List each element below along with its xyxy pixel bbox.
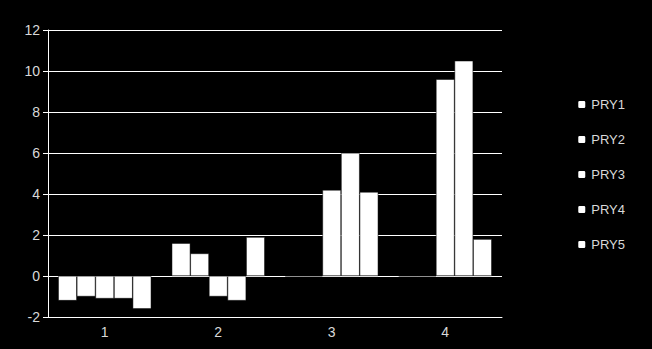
- svg-text:3: 3: [328, 324, 336, 340]
- svg-text:2: 2: [32, 227, 40, 243]
- svg-text:PRY5: PRY5: [591, 237, 625, 252]
- svg-text:8: 8: [32, 104, 40, 120]
- svg-text:4: 4: [441, 324, 449, 340]
- svg-text:12: 12: [24, 22, 40, 38]
- svg-text:2: 2: [214, 324, 222, 340]
- svg-text:6: 6: [32, 145, 40, 161]
- svg-text:PRY2: PRY2: [591, 132, 625, 147]
- svg-text:PRY1: PRY1: [591, 97, 625, 112]
- svg-text:0: 0: [32, 268, 40, 284]
- svg-text:4: 4: [32, 186, 40, 202]
- svg-text:1: 1: [101, 324, 109, 340]
- svg-text:PRY3: PRY3: [591, 167, 625, 182]
- svg-text:PRY4: PRY4: [591, 202, 625, 217]
- svg-text:-2: -2: [28, 309, 41, 325]
- svg-text:10: 10: [24, 63, 40, 79]
